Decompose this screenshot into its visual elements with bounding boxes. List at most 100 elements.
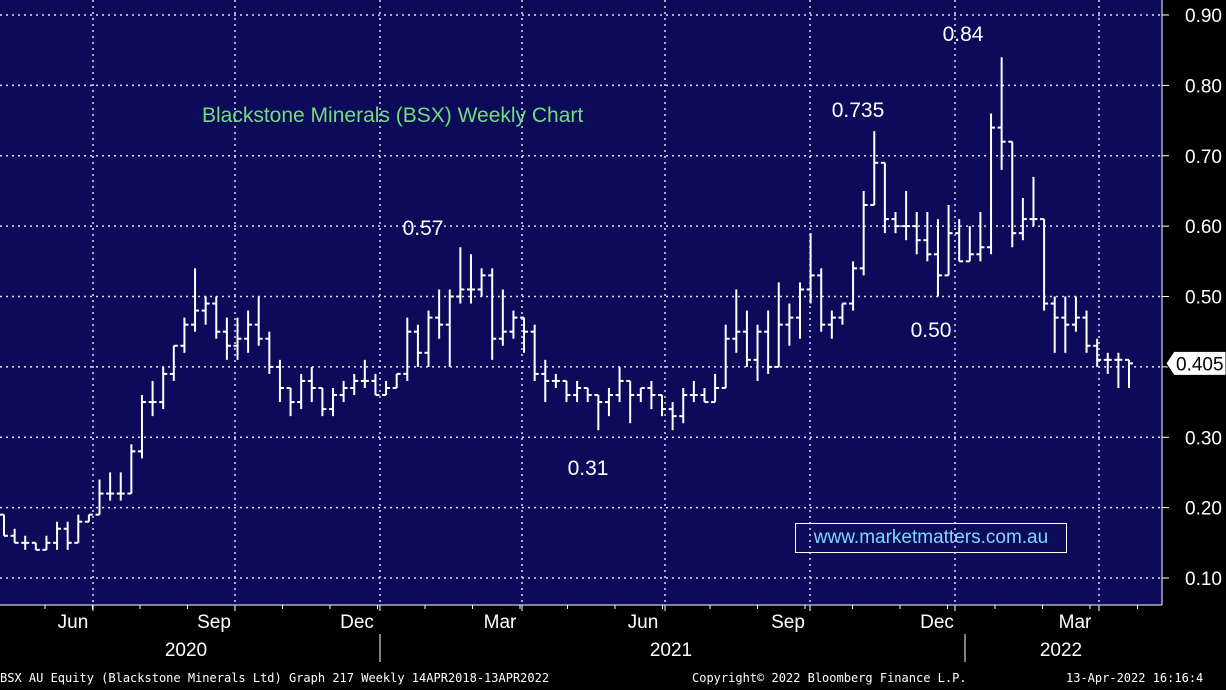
ohlc-bar (562, 379, 571, 403)
ohlc-bar (870, 131, 879, 207)
ohlc-bar (148, 380, 157, 417)
x-axis-band (0, 605, 1226, 664)
ohlc-bar (435, 289, 444, 339)
ohlc-bar (275, 359, 284, 403)
x-year-label: 2021 (650, 640, 692, 661)
ohlc-bar (413, 324, 422, 367)
ohlc-bar (244, 310, 253, 353)
ohlc-bar (679, 387, 688, 424)
ohlc-bar (753, 324, 762, 381)
ohlc-bar (21, 535, 30, 550)
ohlc-bar (530, 324, 539, 381)
ohlc-bar (827, 310, 836, 339)
annotation-low-050: 0.50 (911, 319, 952, 342)
ohlc-bar (976, 212, 985, 262)
ohlc-bar (466, 254, 475, 304)
y-tick-label: 0.90 (1185, 6, 1222, 27)
ohlc-bar (944, 205, 953, 277)
ohlc-bar (912, 212, 921, 255)
ohlc-bar (1008, 140, 1017, 248)
ohlc-bar (1029, 176, 1038, 227)
ohlc-bar (1071, 296, 1080, 332)
ohlc-bar (965, 226, 974, 263)
ohlc-bar (1103, 352, 1112, 374)
ohlc-bar (307, 366, 316, 403)
ohlc-bar (902, 190, 911, 241)
y-tick-label: 0.50 (1185, 288, 1222, 309)
ohlc-bar (350, 373, 359, 396)
ohlc-bar (180, 317, 189, 353)
ohlc-bar (445, 289, 454, 367)
ohlc-bar (700, 387, 709, 404)
ohlc-bar (222, 317, 231, 360)
ohlc-bar (785, 303, 794, 346)
x-month-label: Sep (197, 612, 231, 633)
ohlc-bar (329, 387, 338, 417)
ohlc-bar (371, 373, 380, 397)
ohlc-bar (658, 394, 667, 417)
ohlc-bar (31, 541, 40, 551)
ohlc-bar (987, 113, 996, 255)
ohlc-bar (191, 268, 200, 332)
ohlc-bar (106, 472, 115, 501)
ohlc-bar (849, 261, 858, 311)
annotation-low-031: 0.31 (568, 457, 609, 480)
ohlc-bar (233, 317, 242, 360)
ohlc-bar (403, 317, 412, 381)
watermark-link[interactable]: www.marketmatters.com.au (795, 523, 1067, 553)
ohlc-bar (63, 521, 72, 550)
ohlc-bar (933, 219, 942, 297)
ohlc-bar (891, 212, 900, 234)
ohlc-bar (360, 359, 369, 388)
ohlc-bar (116, 472, 125, 501)
ohlc-bar (594, 394, 603, 431)
ohlc-bar (95, 479, 104, 516)
x-month-label: Dec (340, 612, 374, 633)
ohlc-bar (668, 402, 677, 431)
ohlc-bar (1114, 352, 1123, 388)
x-month-label: Mar (1059, 612, 1092, 633)
ohlc-bar (838, 302, 847, 325)
ohlc-bar (74, 514, 83, 544)
ohlc-bar (265, 331, 274, 374)
y-tick-label: 0.60 (1185, 217, 1222, 238)
ohlc-bar (509, 310, 518, 339)
ohlc-bar (541, 359, 550, 403)
ohlc-bar (732, 289, 741, 353)
chart-title: Blackstone Minerals (BSX) Weekly Chart (202, 104, 583, 127)
axes: 0.100.200.300.400.500.600.700.800.90JunS… (0, 0, 1226, 662)
ohlc-bar (1040, 218, 1049, 311)
ohlc-bar (42, 535, 51, 551)
ohlc-bar (721, 324, 730, 389)
x-year-label: 2022 (1040, 640, 1082, 661)
ohlc-bar (636, 386, 645, 403)
ohlc-bar (604, 387, 613, 417)
ohlc-bar (84, 513, 93, 523)
y-tick-label: 0.70 (1185, 147, 1222, 168)
ohlc-bar (1018, 197, 1027, 241)
ohlc-bar (551, 373, 560, 388)
footer-copyright: Copyright© 2022 Bloomberg Finance L.P. (692, 671, 967, 685)
last-price-label: 0.405 (1176, 354, 1224, 375)
ohlc-bar (53, 521, 62, 550)
ohlc-bar (1125, 358, 1133, 388)
grid (0, 0, 1162, 605)
last-price-box (1165, 350, 1226, 376)
y-axis-band (1162, 0, 1226, 605)
ohlc-bar (424, 310, 433, 367)
x-month-label: Sep (771, 612, 805, 633)
ohlc-bar (488, 268, 497, 360)
footer-security-info: BSX AU Equity (Blackstone Minerals Ltd) … (0, 671, 549, 685)
ohlc-bar (201, 296, 210, 325)
ohlc-bar (477, 268, 486, 297)
ohlc-bar (880, 161, 889, 234)
ohlc-bar (583, 386, 592, 403)
ohlc-bar (859, 190, 868, 276)
ohlc-bar (923, 212, 932, 262)
ohlc-bar (774, 282, 783, 368)
ohlc-bar (169, 344, 178, 381)
ohlc-bar (1082, 310, 1091, 353)
ohlc-bar (955, 219, 964, 263)
